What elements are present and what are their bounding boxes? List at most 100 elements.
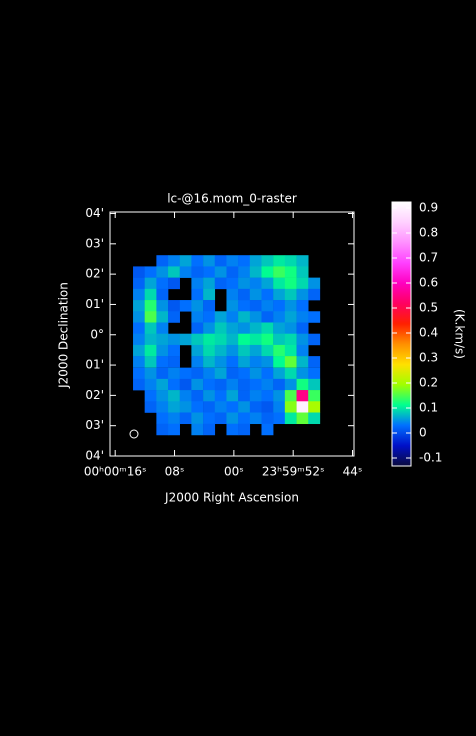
- raster-cell: [156, 356, 169, 368]
- raster-cell: [261, 367, 274, 380]
- raster-cell: [273, 401, 286, 413]
- raster-cell: [273, 412, 286, 425]
- raster-cell: [261, 266, 274, 278]
- raster-cell: [133, 311, 145, 323]
- y-tick-label: 01': [85, 358, 104, 372]
- raster-cell: [156, 333, 169, 346]
- raster-cell: [226, 266, 239, 278]
- x-tick-label: 44ˢ: [343, 465, 363, 479]
- raster-cell: [284, 311, 297, 323]
- colorbar-tick-label: 0.2: [419, 376, 438, 390]
- raster-cell: [156, 277, 169, 290]
- raster-cell: [273, 356, 286, 368]
- x-tick-label: 00ʰ00ᵐ16ˢ: [84, 465, 147, 479]
- y-tick-label: 01': [85, 297, 104, 311]
- raster-cell: [296, 333, 309, 346]
- raster-cell: [296, 390, 309, 402]
- raster-cell: [179, 390, 192, 402]
- raster-cell: [284, 356, 297, 368]
- raster-cell: [238, 390, 251, 402]
- raster-cell: [203, 266, 216, 278]
- raster-cell: [191, 378, 204, 391]
- raster-cell: [168, 423, 180, 436]
- raster-cell: [133, 277, 145, 290]
- raster-cell: [191, 367, 204, 380]
- raster-cell: [296, 401, 309, 413]
- y-tick-label: 03': [85, 236, 104, 250]
- raster-cell: [296, 322, 309, 334]
- raster-cell: [249, 255, 262, 267]
- raster-cell: [296, 412, 309, 425]
- raster-cell: [261, 277, 274, 290]
- y-tick-label: 03': [85, 418, 104, 432]
- raster-cell: [284, 390, 297, 402]
- raster-cell: [249, 401, 262, 413]
- raster-cell: [133, 322, 145, 334]
- raster-cell: [226, 367, 239, 380]
- raster-cell: [238, 401, 251, 413]
- x-tick-label: 23ʰ59ᵐ52ˢ: [262, 465, 325, 479]
- raster-cell: [191, 277, 204, 290]
- raster-cell: [191, 356, 204, 368]
- raster: [133, 255, 321, 436]
- raster-cell: [273, 333, 286, 346]
- raster-cell: [191, 390, 204, 402]
- raster-cell: [284, 277, 297, 290]
- raster-cell: [226, 255, 239, 267]
- raster-cell: [249, 356, 262, 368]
- raster-cell: [226, 311, 239, 323]
- raster-cell: [168, 390, 180, 402]
- raster-cell: [249, 333, 262, 346]
- raster-cell: [261, 288, 274, 301]
- raster-cell: [214, 390, 227, 402]
- raster-cell: [238, 288, 251, 301]
- raster-cell: [238, 255, 251, 267]
- raster-cell: [261, 333, 274, 346]
- raster-cell: [296, 344, 309, 357]
- raster-cell: [144, 367, 157, 380]
- raster-cell: [168, 266, 180, 278]
- raster-cell: [273, 277, 286, 290]
- raster-cell: [238, 356, 251, 368]
- raster-cell: [238, 412, 251, 425]
- raster-cell: [214, 367, 227, 380]
- raster-cell: [273, 367, 286, 380]
- raster-cell: [133, 300, 145, 312]
- raster-cell: [191, 288, 204, 301]
- raster-cell: [144, 401, 157, 413]
- raster-cell: [156, 423, 169, 436]
- plot-frame: [109, 211, 355, 457]
- raster-cell: [191, 255, 204, 267]
- raster-cell: [214, 311, 227, 323]
- raster-cell: [249, 266, 262, 278]
- raster-cell: [273, 390, 286, 402]
- raster-cell: [249, 367, 262, 380]
- raster-cell: [133, 288, 145, 301]
- raster-cell: [168, 378, 180, 391]
- raster-cell: [249, 378, 262, 391]
- raster-cell: [226, 300, 239, 312]
- raster-cell: [261, 390, 274, 402]
- raster-cell: [308, 277, 321, 290]
- raster-cell: [179, 378, 192, 391]
- raster-cell: [308, 311, 321, 323]
- raster-cell: [214, 344, 227, 357]
- colorbar: [391, 201, 412, 467]
- raster-cell: [156, 390, 169, 402]
- raster-cell: [284, 367, 297, 380]
- raster-cell: [249, 288, 262, 301]
- raster-cell: [226, 277, 239, 290]
- raster-cell: [238, 300, 251, 312]
- raster-cell: [179, 266, 192, 278]
- raster-cell: [308, 412, 321, 425]
- raster-cell: [261, 311, 274, 323]
- raster-cell: [144, 311, 157, 323]
- raster-cell: [284, 412, 297, 425]
- raster-cell: [156, 266, 169, 278]
- raster-cell: [168, 277, 180, 290]
- raster-cell: [133, 333, 145, 346]
- raster-cell: [168, 333, 180, 346]
- raster-cell: [308, 356, 321, 368]
- raster-cell: [168, 344, 180, 357]
